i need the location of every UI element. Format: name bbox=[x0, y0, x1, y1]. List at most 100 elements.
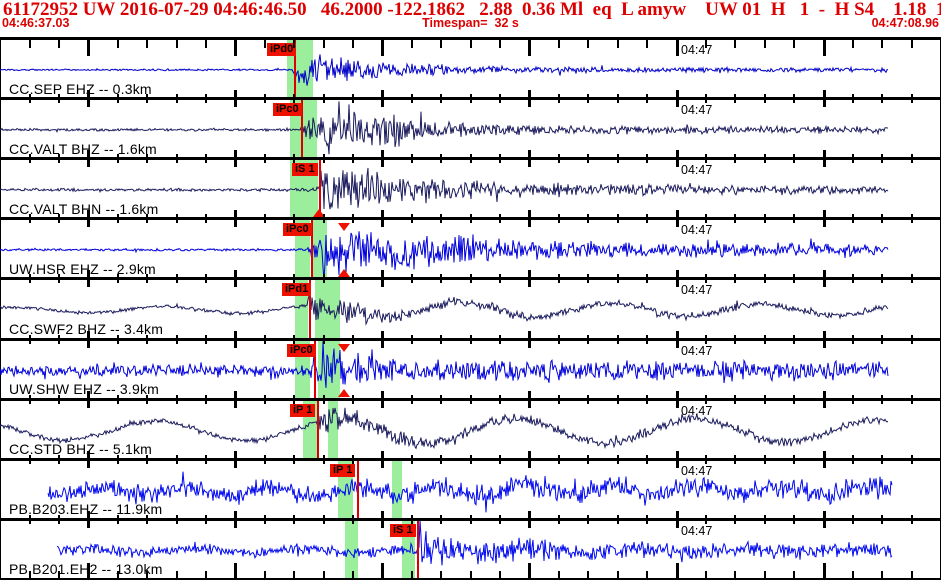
time-tick bbox=[58, 455, 60, 464]
time-tick bbox=[146, 455, 148, 464]
time-tick bbox=[793, 94, 795, 103]
time-tick bbox=[29, 571, 31, 580]
phase-pick-line[interactable] bbox=[294, 40, 296, 100]
time-tick bbox=[852, 395, 854, 404]
waveform-trace[interactable] bbox=[0, 100, 941, 160]
phase-pick-line[interactable] bbox=[417, 520, 419, 580]
time-tick bbox=[470, 455, 472, 464]
time-tick bbox=[617, 214, 619, 223]
time-tick bbox=[852, 274, 854, 283]
time-tick bbox=[29, 274, 31, 283]
phase-pick-line[interactable] bbox=[309, 280, 311, 341]
predicted-arrival-marker bbox=[338, 343, 350, 352]
time-tick bbox=[87, 391, 90, 408]
waveform-trace[interactable] bbox=[0, 461, 941, 521]
waveform-trace[interactable] bbox=[0, 520, 941, 580]
time-tick bbox=[852, 515, 854, 524]
time-tick bbox=[264, 214, 266, 223]
phase-pick-flag[interactable]: iPc0 bbox=[273, 103, 302, 117]
phase-pick-line[interactable] bbox=[319, 160, 321, 220]
predicted-arrival-marker bbox=[338, 223, 350, 232]
waveform-trace[interactable] bbox=[0, 401, 941, 461]
phase-pick-flag[interactable]: iP 1 bbox=[330, 463, 356, 477]
time-tick bbox=[234, 90, 237, 107]
time-tick bbox=[58, 154, 60, 163]
time-tick bbox=[528, 511, 531, 528]
phase-pick-line[interactable] bbox=[317, 400, 319, 461]
time-tick bbox=[764, 571, 766, 580]
time-tick bbox=[646, 455, 648, 464]
time-tick bbox=[146, 395, 148, 404]
time-tick bbox=[352, 214, 354, 223]
time-tick bbox=[499, 274, 501, 283]
phase-pick-flag[interactable]: iPd1 bbox=[282, 283, 312, 297]
time-tick bbox=[764, 455, 766, 464]
time-tick bbox=[764, 214, 766, 223]
phase-pick-flag[interactable]: iPd0 bbox=[267, 43, 297, 56]
phase-pick-line[interactable] bbox=[311, 220, 313, 280]
phase-pick-flag[interactable]: iPc0 bbox=[287, 343, 316, 357]
phase-pick-flag[interactable]: iS 1 bbox=[390, 523, 416, 537]
time-tick bbox=[293, 214, 295, 223]
time-tick bbox=[87, 39, 90, 56]
time-tick bbox=[558, 39, 560, 48]
minute-mark-label: 04:47 bbox=[681, 223, 713, 238]
time-tick bbox=[558, 395, 560, 404]
window-start-time: 04:46:37.03 bbox=[2, 16, 70, 30]
time-tick bbox=[646, 515, 648, 524]
time-tick bbox=[587, 214, 589, 223]
time-tick bbox=[470, 154, 472, 163]
waveform-trace[interactable] bbox=[0, 340, 941, 401]
time-tick bbox=[205, 214, 207, 223]
time-tick bbox=[293, 154, 295, 163]
time-tick bbox=[793, 455, 795, 464]
time-tick bbox=[117, 94, 119, 103]
time-tick bbox=[381, 150, 384, 167]
trace-row: iS 1 PB.B201.EH2 -- 13.0km 04:47 bbox=[0, 520, 941, 580]
time-tick bbox=[587, 515, 589, 524]
time-tick bbox=[411, 274, 413, 283]
time-tick bbox=[881, 154, 883, 163]
minute-mark-label: 04:47 bbox=[681, 283, 713, 298]
time-tick bbox=[676, 331, 679, 348]
time-tick bbox=[734, 94, 736, 103]
time-tick bbox=[911, 515, 913, 524]
predicted-arrival-marker bbox=[338, 268, 350, 277]
time-tick bbox=[352, 515, 354, 524]
time-tick bbox=[499, 571, 501, 580]
time-tick bbox=[352, 395, 354, 404]
trace-panel: iPd0 CC.SEP EHZ -- 0.3km 04:47 iPc0 CC.VALT … bbox=[0, 37, 941, 580]
time-tick bbox=[881, 335, 883, 344]
time-tick bbox=[323, 94, 325, 103]
waveform-trace[interactable] bbox=[0, 160, 941, 220]
phase-pick-flag[interactable]: iS 1 bbox=[292, 163, 318, 177]
time-tick bbox=[146, 39, 148, 48]
phase-pick-flag[interactable]: iPc0 bbox=[283, 223, 312, 237]
time-tick bbox=[264, 515, 266, 524]
time-tick bbox=[528, 150, 531, 167]
minute-mark-label: 04:47 bbox=[681, 463, 713, 478]
time-tick bbox=[617, 154, 619, 163]
time-tick bbox=[646, 395, 648, 404]
time-tick bbox=[352, 94, 354, 103]
phase-pick-line[interactable] bbox=[357, 460, 359, 521]
time-tick bbox=[470, 515, 472, 524]
time-tick bbox=[234, 563, 237, 580]
waveform-trace[interactable] bbox=[0, 40, 941, 100]
time-tick bbox=[823, 150, 826, 167]
waveform-trace[interactable] bbox=[0, 280, 941, 340]
time-tick bbox=[558, 154, 560, 163]
phase-pick-line[interactable] bbox=[301, 100, 303, 160]
time-tick bbox=[29, 214, 31, 223]
phase-pick-flag[interactable]: iP 1 bbox=[290, 403, 316, 417]
time-tick bbox=[558, 455, 560, 464]
time-tick bbox=[87, 270, 90, 287]
time-tick bbox=[58, 274, 60, 283]
waveform-trace[interactable] bbox=[0, 220, 941, 280]
time-tick bbox=[146, 214, 148, 223]
phase-pick-line[interactable] bbox=[314, 340, 316, 401]
time-tick bbox=[881, 274, 883, 283]
time-tick bbox=[293, 395, 295, 404]
time-tick bbox=[264, 395, 266, 404]
time-tick bbox=[676, 90, 679, 107]
